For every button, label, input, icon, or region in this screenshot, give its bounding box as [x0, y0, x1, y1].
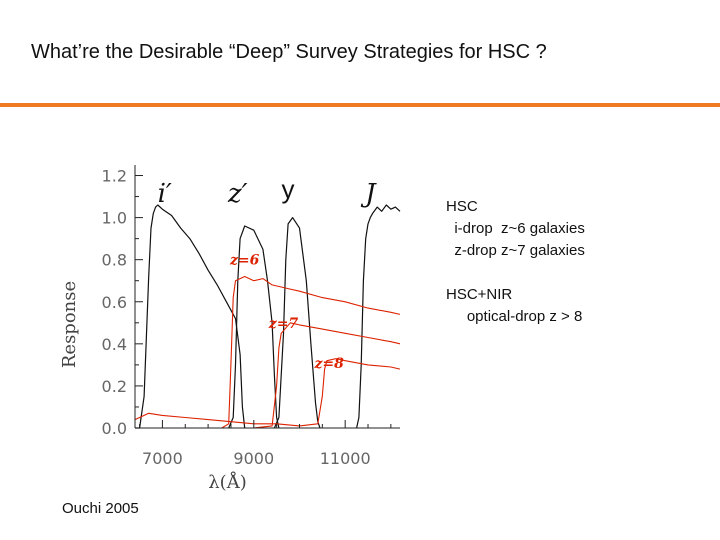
- spectrum-label-2: z=8: [313, 356, 344, 372]
- y-tick-label-3: 0.6: [102, 293, 127, 312]
- spectrum-label-0: z=6: [229, 253, 260, 269]
- x-tick-label-2: 11000: [320, 449, 371, 468]
- filter-label-0: i′: [158, 179, 172, 209]
- series-line-1: [228, 225, 280, 429]
- series-line-3: [356, 204, 401, 429]
- note-hsc: HSC: [446, 198, 478, 215]
- note-hsc-nir: HSC+NIR: [446, 286, 513, 303]
- y-tick-label-0: 0.0: [102, 419, 127, 438]
- y-tick-label-6: 1.2: [102, 167, 127, 186]
- filter-label-2: y: [282, 174, 295, 204]
- x-tick-label-1: 9000: [233, 449, 274, 468]
- filter-response-chart: 0.0 0.2 0.4 0.6 0.8 1.0 1.2 7000 9000 11000 λ(Å) Re…: [59, 165, 401, 493]
- note-z-drop: z-drop z~7 galaxies: [446, 242, 585, 259]
- plot-area: [135, 165, 400, 428]
- y-axis-label: Response: [59, 281, 80, 368]
- filter-label-1: z′: [227, 179, 248, 209]
- filter-label-3: J: [360, 179, 377, 209]
- series-line-2: [273, 216, 321, 429]
- citation: Ouchi 2005: [62, 500, 139, 517]
- series-line-0: [135, 204, 246, 429]
- y-tick-label-4: 0.8: [102, 251, 127, 270]
- y-tick-label-2: 0.4: [102, 335, 127, 354]
- note-optical-drop: optical-drop z > 8: [446, 308, 583, 325]
- title-divider: [0, 103, 720, 107]
- x-tick-label-0: 7000: [142, 449, 183, 468]
- spectrum-label-1: z=7: [268, 316, 299, 332]
- y-tick-label-5: 1.0: [102, 209, 127, 228]
- x-axis-label: λ(Å): [208, 471, 246, 493]
- slide-title: What’re the Desirable “Deep” Survey Stra…: [31, 41, 547, 63]
- note-i-drop: i-drop z~6 galaxies: [446, 220, 585, 237]
- series-line-6: [134, 358, 401, 427]
- y-tick-label-1: 0.2: [102, 377, 127, 396]
